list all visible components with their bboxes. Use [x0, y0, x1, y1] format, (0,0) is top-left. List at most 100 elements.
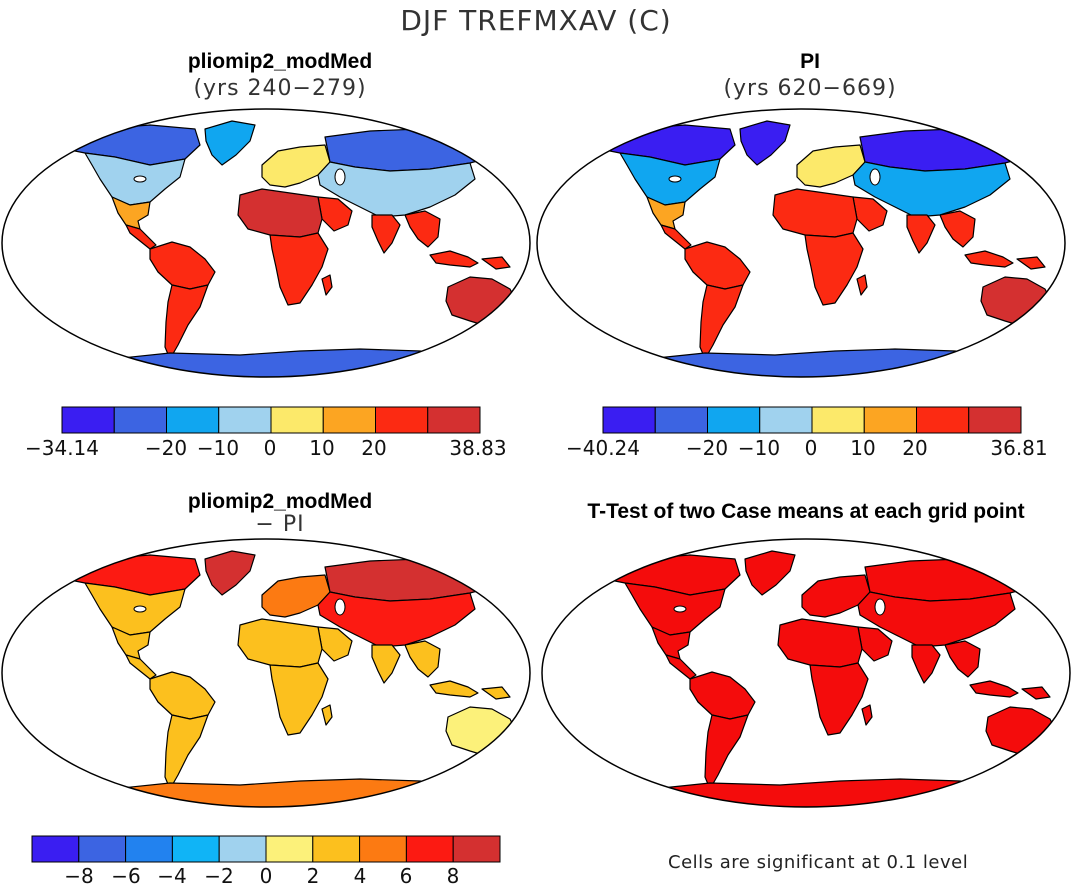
- land-india: [371, 644, 401, 684]
- colorbar-modmed-swatch-2: [166, 406, 220, 434]
- colorbar-diff-swatch-7: [359, 835, 407, 863]
- map-frame: [536, 108, 1066, 378]
- great-lakes: [133, 605, 147, 613]
- land-seasia: [944, 640, 981, 678]
- cbar-diff-label: 2: [306, 864, 320, 888]
- land-greenland: [204, 120, 256, 166]
- panel-modmed-subtitle: (yrs 240−279): [193, 76, 367, 101]
- cbar-pi-label: 0: [804, 436, 818, 460]
- cbar-pi-label: 10: [850, 436, 876, 460]
- land-png: [1016, 256, 1046, 270]
- colorbar-diff: [31, 835, 501, 863]
- colorbar-pi: [602, 406, 1022, 434]
- cbar-modmed-label: −20: [144, 436, 188, 460]
- colorbar-modmed-swatch-4: [270, 406, 324, 434]
- land-seasia: [404, 640, 441, 678]
- colorbar-diff-swatch-5: [265, 835, 314, 863]
- colorbar-modmed-swatch-1: [113, 406, 167, 434]
- cbar-diff-label: −2: [204, 864, 234, 888]
- land-nz: [1061, 748, 1070, 768]
- cbar-diff-label: 6: [399, 864, 413, 888]
- land-indonesia: [969, 680, 1019, 698]
- cbar-modmed-label: 20: [361, 436, 387, 460]
- colorbar-diff-swatch-6: [312, 835, 361, 863]
- land-india: [906, 214, 936, 254]
- caspian-sea: [874, 598, 886, 616]
- caspian-sea: [334, 598, 346, 616]
- land-nz: [1056, 318, 1065, 338]
- land-asiaMid: [852, 161, 1011, 218]
- great-lakes: [668, 175, 682, 183]
- land-asiaMid: [317, 161, 476, 218]
- cbar-diff-label: 0: [259, 864, 273, 888]
- cbar-modmed-label: −10: [196, 436, 240, 460]
- cbar-modmed-label-max: 38.83: [449, 436, 507, 460]
- land-png: [481, 686, 511, 700]
- land-madag: [856, 274, 868, 296]
- land-naSouth: [646, 196, 686, 230]
- colorbar-diff-swatch-4: [218, 835, 267, 863]
- land-madag: [321, 274, 333, 296]
- cbar-pi-label: −10: [737, 436, 781, 460]
- land-madag: [861, 704, 873, 726]
- map-frame: [1, 538, 531, 808]
- land-indonesia: [429, 680, 479, 698]
- land-afSouth: [269, 662, 329, 736]
- colorbar-modmed-swatch-7: [427, 406, 481, 434]
- colorbar-pi-swatch-2: [707, 406, 761, 434]
- land-central: [125, 654, 157, 680]
- land-naSouth: [111, 196, 151, 230]
- map-frame: [1, 108, 531, 378]
- map-modmed: [1, 108, 531, 378]
- great-lakes: [673, 605, 687, 613]
- colorbar-diff-swatch-1: [78, 835, 127, 863]
- land-greenland: [744, 550, 796, 596]
- panel-pi-subtitle: (yrs 620−669): [723, 76, 897, 101]
- caspian-sea: [869, 168, 881, 186]
- land-afNorth: [777, 618, 863, 668]
- land-central: [665, 654, 697, 680]
- colorbar-modmed-swatch-5: [322, 406, 376, 434]
- land-seasia: [939, 210, 976, 248]
- land-afSouth: [809, 662, 869, 736]
- land-greenland: [739, 120, 791, 166]
- cbar-modmed-label: 10: [309, 436, 335, 460]
- colorbar-diff-swatch-8: [405, 835, 454, 863]
- cbar-diff-label: −8: [64, 864, 94, 888]
- land-saSouth: [164, 714, 209, 790]
- land-afNorth: [772, 188, 858, 238]
- cbar-diff-label: −4: [157, 864, 187, 888]
- colorbar-modmed-swatch-6: [375, 406, 429, 434]
- land-central: [660, 224, 692, 250]
- panel-diff-title: pliomip2_modMed: [187, 490, 373, 513]
- land-madag: [321, 704, 333, 726]
- land-central: [125, 224, 157, 250]
- land-afSouth: [269, 232, 329, 306]
- land-indonesia: [429, 250, 479, 268]
- colorbar-pi-swatch-0: [602, 406, 656, 434]
- land-nz: [521, 318, 530, 338]
- colorbar-diff-swatch-2: [125, 835, 173, 863]
- land-naSouth: [651, 626, 691, 660]
- land-asiaMid: [317, 591, 476, 648]
- panel-ttest-title: T-Test of two Case means at each grid po…: [587, 500, 1025, 523]
- land-afSouth: [804, 232, 864, 306]
- colorbar-modmed-swatch-0: [61, 406, 115, 434]
- cbar-modmed-label: 0: [263, 436, 277, 460]
- land-naSouth: [111, 626, 151, 660]
- land-afNorth: [237, 188, 323, 238]
- map-pi: [536, 108, 1066, 378]
- land-png: [1021, 686, 1051, 700]
- great-lakes: [133, 175, 147, 183]
- colorbar-pi-swatch-1: [654, 406, 708, 434]
- colorbar-modmed: [61, 406, 481, 434]
- land-indonesia: [964, 250, 1014, 268]
- colorbar-diff-swatch-3: [171, 835, 220, 863]
- map-diff: [1, 538, 531, 808]
- cbar-diff-label: 4: [353, 864, 367, 888]
- colorbar-pi-swatch-7: [968, 406, 1022, 434]
- land-saSouth: [699, 284, 744, 360]
- colorbar-pi-swatch-5: [863, 406, 917, 434]
- land-saSouth: [704, 714, 749, 790]
- panel-modmed-title: pliomip2_modMed: [187, 50, 373, 73]
